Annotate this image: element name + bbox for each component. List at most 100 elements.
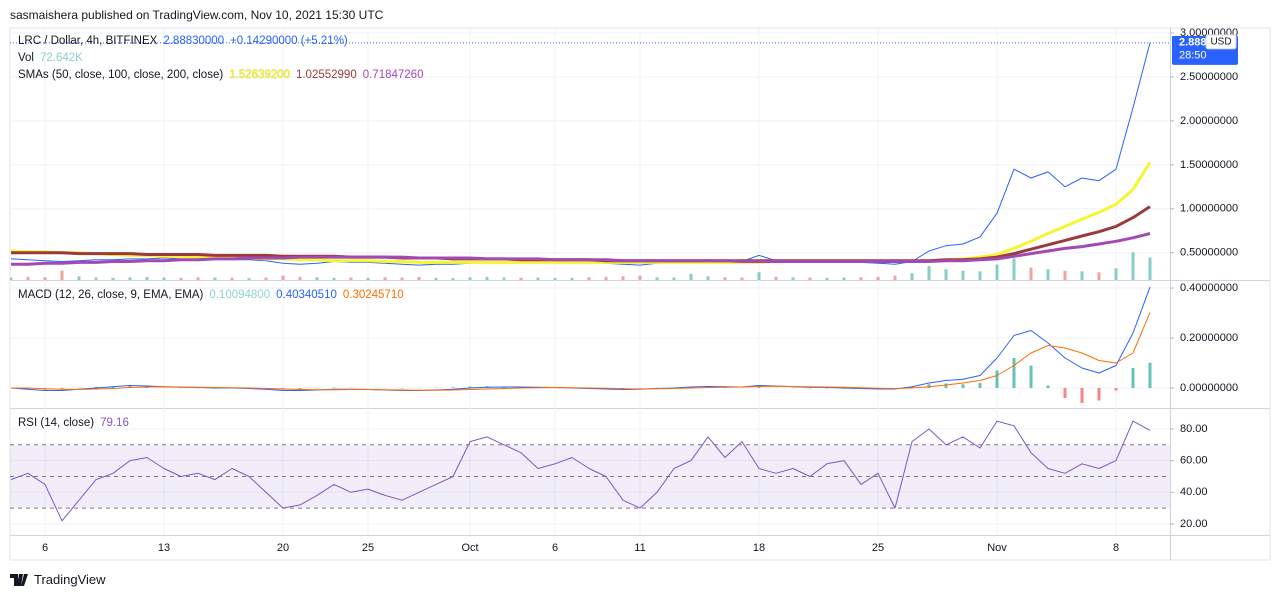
volume-bar bbox=[944, 269, 948, 280]
x-tick-label: 20 bbox=[277, 542, 289, 554]
volume-bar bbox=[128, 277, 132, 280]
volume-bar bbox=[94, 277, 98, 280]
y-tick-label: 80.00 bbox=[1180, 423, 1208, 435]
x-tick-label: 8 bbox=[1113, 542, 1119, 554]
x-tick-label: 13 bbox=[158, 542, 170, 554]
legend-row: MACD (12, 26, close, 9, EMA, EMA) 0.1009… bbox=[18, 289, 404, 301]
volume-bar bbox=[723, 277, 727, 280]
volume-bar bbox=[808, 277, 812, 280]
volume-bar bbox=[434, 277, 438, 280]
volume-bar bbox=[1063, 270, 1067, 280]
volume-bar bbox=[757, 272, 761, 280]
x-tick-label: 18 bbox=[753, 542, 765, 554]
macd-title: MACD (12, 26, close, 9, EMA, EMA) bbox=[18, 289, 204, 301]
volume-bar bbox=[1029, 267, 1033, 280]
volume-bar bbox=[570, 277, 574, 280]
brand: TradingView bbox=[34, 572, 106, 587]
legend-value: 0.71847260 bbox=[362, 69, 424, 81]
pane bbox=[10, 286, 1170, 403]
x-tick-label: 25 bbox=[362, 542, 374, 554]
vol-title: Vol bbox=[18, 52, 34, 64]
volume-bar bbox=[825, 277, 829, 280]
histogram-bar bbox=[1046, 385, 1050, 388]
volume-bar bbox=[672, 277, 676, 280]
histogram-bar bbox=[468, 386, 472, 388]
y-tick-label: 0.40000000 bbox=[1180, 282, 1238, 294]
volume-bar bbox=[1080, 271, 1084, 280]
histogram-bar bbox=[995, 370, 999, 388]
y-tick-label: 2.00000000 bbox=[1180, 115, 1238, 127]
volume-bar bbox=[536, 277, 540, 280]
sma-title: SMAs (50, close, 100, close, 200, close) bbox=[18, 69, 224, 81]
price-tag-countdown: 28:50 bbox=[1179, 50, 1207, 62]
volume-bar bbox=[400, 277, 404, 280]
volume-bar bbox=[1097, 272, 1101, 280]
histogram-bar bbox=[451, 387, 455, 388]
volume-bar bbox=[60, 270, 64, 280]
legend-value: 0.10094800 bbox=[209, 289, 271, 301]
legend-value: 1.02552990 bbox=[295, 69, 357, 81]
histogram-bar bbox=[1114, 388, 1118, 391]
volume-bar bbox=[315, 277, 319, 280]
volume-bar bbox=[587, 277, 591, 280]
volume-bar bbox=[485, 276, 489, 280]
volume-bar bbox=[298, 276, 302, 280]
volume-bar bbox=[213, 277, 217, 280]
volume-bar bbox=[281, 275, 285, 280]
volume-bar bbox=[961, 270, 965, 280]
histogram-bar bbox=[1148, 362, 1152, 388]
volume-bar bbox=[162, 277, 166, 280]
histogram-bar bbox=[400, 388, 404, 389]
volume-bar bbox=[842, 277, 846, 280]
histogram-bar bbox=[332, 387, 336, 388]
y-tick-label: 1.00000000 bbox=[1180, 203, 1238, 215]
series-line bbox=[10, 161, 1152, 264]
y-tick-label: 2.50000000 bbox=[1180, 71, 1238, 83]
logo bbox=[10, 573, 28, 586]
y-tick-label: 60.00 bbox=[1180, 455, 1208, 467]
currency-box bbox=[1205, 34, 1237, 50]
volume-bar bbox=[1148, 257, 1152, 280]
histogram-bar bbox=[961, 384, 965, 388]
volume-bar bbox=[366, 277, 370, 280]
legend-row: RSI (14, close) 79.16 bbox=[18, 417, 129, 429]
volume-bar bbox=[451, 278, 455, 280]
histogram-bar bbox=[1012, 358, 1016, 388]
volume-bar bbox=[230, 277, 234, 280]
volume-bar bbox=[468, 277, 472, 280]
pane bbox=[10, 420, 1170, 525]
volume-bar bbox=[876, 276, 880, 280]
legend-value: 1.52639200 bbox=[229, 69, 290, 81]
volume-bar bbox=[893, 275, 897, 280]
y-tick-label: 0.00000000 bbox=[1180, 382, 1238, 394]
histogram-bar bbox=[910, 386, 914, 388]
x-tick-label: 25 bbox=[872, 542, 884, 554]
volume-bar bbox=[196, 277, 200, 280]
volume-bar bbox=[349, 277, 353, 280]
legend-value: 72.642K bbox=[40, 52, 83, 64]
volume-bar bbox=[1012, 258, 1016, 280]
histogram-bar bbox=[60, 388, 64, 390]
volume-bar bbox=[179, 277, 183, 280]
x-tick-label: Oct bbox=[461, 542, 478, 554]
volume-bar bbox=[383, 277, 387, 280]
histogram-bar bbox=[944, 383, 948, 388]
series-line bbox=[10, 286, 1151, 391]
volume-bar bbox=[604, 276, 608, 280]
volume-bar bbox=[332, 277, 336, 280]
legend-row: SMAs (50, close, 100, close, 200, close)… bbox=[18, 69, 423, 81]
histogram-bar bbox=[927, 384, 931, 388]
volume-bar bbox=[77, 276, 81, 280]
histogram-bar bbox=[757, 387, 761, 388]
histogram-bar bbox=[978, 383, 982, 388]
currency: USD bbox=[1210, 36, 1231, 47]
footer: TradingView bbox=[10, 572, 106, 587]
x-tick-label: 6 bbox=[42, 542, 48, 554]
legend-row: Vol 72.642K bbox=[18, 52, 83, 64]
y-tick-label: 0.20000000 bbox=[1180, 332, 1238, 344]
volume-bar bbox=[927, 266, 931, 280]
volume-bar bbox=[111, 277, 115, 280]
volume-bar bbox=[1131, 252, 1135, 280]
volume-bar bbox=[859, 277, 863, 280]
